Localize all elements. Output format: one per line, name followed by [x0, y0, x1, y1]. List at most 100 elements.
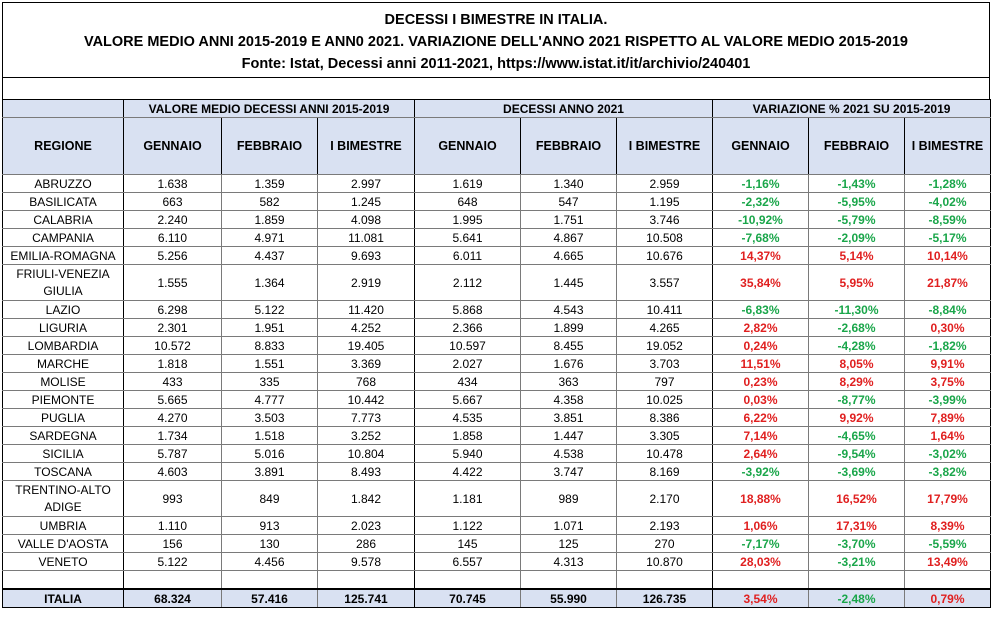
value-cell: 648 — [414, 192, 521, 211]
value-cell: 8.169 — [616, 462, 713, 481]
variation-cell: 3,54% — [712, 588, 809, 608]
value-cell: 1.445 — [520, 264, 617, 301]
value-cell: 1.551 — [221, 354, 318, 373]
value-cell: 1.364 — [221, 264, 318, 301]
value-cell: 2.193 — [616, 516, 713, 535]
value-cell: 3.891 — [221, 462, 318, 481]
table-row: EMILIA-ROMAGNA 5.256 4.437 9.693 6.011 4.665 1… — [2, 246, 992, 265]
variation-cell: -4,28% — [808, 336, 905, 355]
variation-cell: 28,03% — [712, 552, 809, 571]
value-cell: 849 — [221, 480, 318, 517]
variation-cell: 6,22% — [712, 408, 809, 427]
value-cell: 10.676 — [616, 246, 713, 265]
deaths-table: VALORE MEDIO DECESSI ANNI 2015-2019 DECE… — [2, 99, 992, 608]
column-header: I BIMESTRE — [903, 117, 992, 175]
empty-cell — [712, 570, 809, 590]
region-cell: TOSCANA — [2, 462, 124, 481]
value-cell: 663 — [123, 192, 222, 211]
variation-cell: -3,82% — [903, 462, 992, 481]
value-cell: 434 — [414, 372, 521, 391]
value-cell: 6.557 — [414, 552, 521, 571]
table-row: SICILIA 5.787 5.016 10.804 5.940 4.538 10.478 2… — [2, 444, 992, 463]
value-cell: 2.240 — [123, 210, 222, 229]
value-cell: 10.442 — [317, 390, 415, 409]
table-row: LIGURIA 2.301 1.951 4.252 2.366 1.899 4.265 2,8… — [2, 318, 992, 337]
variation-cell: 35,84% — [712, 264, 809, 301]
table-row: ABRUZZO 1.638 1.359 2.997 1.619 1.340 2.959 -1,… — [2, 174, 992, 193]
value-cell: 4.313 — [520, 552, 617, 571]
table-row: MARCHE 1.818 1.551 3.369 2.027 1.676 3.703 11,5… — [2, 354, 992, 373]
variation-cell: -2,32% — [712, 192, 809, 211]
value-cell: 913 — [221, 516, 318, 535]
variation-cell: -3,69% — [808, 462, 905, 481]
value-cell: 10.572 — [123, 336, 222, 355]
value-cell: 8.455 — [520, 336, 617, 355]
empty-cell — [520, 570, 617, 590]
value-cell: 126.735 — [616, 588, 713, 608]
variation-cell: -6,83% — [712, 300, 809, 319]
value-cell: 4.270 — [123, 408, 222, 427]
variation-cell: -8,77% — [808, 390, 905, 409]
value-cell: 11.420 — [317, 300, 415, 319]
table-row: PIEMONTE 5.665 4.777 10.442 5.667 4.358 10.025… — [2, 390, 992, 409]
value-cell: 5.256 — [123, 246, 222, 265]
column-header: GENNAIO — [123, 117, 222, 175]
variation-cell: -5,95% — [808, 192, 905, 211]
value-cell: 5.940 — [414, 444, 521, 463]
variation-cell: 0,30% — [903, 318, 992, 337]
value-cell: 10.508 — [616, 228, 713, 247]
value-cell: 125.741 — [317, 588, 415, 608]
value-cell: 10.478 — [616, 444, 713, 463]
table-row: LOMBARDIA 10.572 8.833 19.405 10.597 8.455 19.… — [2, 336, 992, 355]
value-cell: 1.359 — [221, 174, 318, 193]
value-cell: 9.578 — [317, 552, 415, 571]
variation-cell: 3,75% — [903, 372, 992, 391]
variation-cell: 0,03% — [712, 390, 809, 409]
group-header-row: VALORE MEDIO DECESSI ANNI 2015-2019 DECE… — [2, 99, 992, 118]
value-cell: 433 — [123, 372, 222, 391]
value-cell: 4.777 — [221, 390, 318, 409]
value-cell: 10.597 — [414, 336, 521, 355]
value-cell: 582 — [221, 192, 318, 211]
value-cell: 1.195 — [616, 192, 713, 211]
empty-cell — [317, 570, 415, 590]
value-cell: 547 — [520, 192, 617, 211]
table-row: CAMPANIA 6.110 4.971 11.081 5.641 4.867 10.508… — [2, 228, 992, 247]
value-cell: 3.557 — [616, 264, 713, 301]
value-cell: 3.369 — [317, 354, 415, 373]
value-cell: 2.027 — [414, 354, 521, 373]
empty-cell — [123, 570, 222, 590]
table-row: FRIULI-VENEZIA GIULIA 1.555 1.364 2.919 2.11… — [2, 264, 992, 301]
value-cell: 270 — [616, 534, 713, 553]
title-box: DECESSI I BIMESTRE IN ITALIA. VALORE MED… — [2, 2, 990, 78]
variation-cell: -5,59% — [903, 534, 992, 553]
variation-cell: 18,88% — [712, 480, 809, 517]
value-cell: 57.416 — [221, 588, 318, 608]
variation-cell: -3,21% — [808, 552, 905, 571]
table-row: MOLISE 433 335 768 434 363 797 0,23% 8,29% 3,75% — [2, 372, 992, 391]
variation-cell: -2,48% — [808, 588, 905, 608]
value-cell: 70.745 — [414, 588, 521, 608]
variation-cell: -4,65% — [808, 426, 905, 445]
value-cell: 1.842 — [317, 480, 415, 517]
value-cell: 10.411 — [616, 300, 713, 319]
value-cell: 19.052 — [616, 336, 713, 355]
value-cell: 1.122 — [414, 516, 521, 535]
variation-cell: -8,84% — [903, 300, 992, 319]
region-cell: TRENTINO-ALTO ADIGE — [2, 480, 124, 517]
variation-cell: 1,64% — [903, 426, 992, 445]
value-cell: 125 — [520, 534, 617, 553]
variation-cell: 11,51% — [712, 354, 809, 373]
value-cell: 5.868 — [414, 300, 521, 319]
value-cell: 4.535 — [414, 408, 521, 427]
region-cell: MOLISE — [2, 372, 124, 391]
variation-cell: 13,49% — [903, 552, 992, 571]
value-cell: 5.665 — [123, 390, 222, 409]
value-cell: 2.997 — [317, 174, 415, 193]
value-cell: 1.447 — [520, 426, 617, 445]
value-cell: 5.016 — [221, 444, 318, 463]
region-cell: LAZIO — [2, 300, 124, 319]
group-header-variation: VARIAZIONE % 2021 SU 2015-2019 — [711, 99, 992, 118]
value-cell: 4.252 — [317, 318, 415, 337]
value-cell: 4.265 — [616, 318, 713, 337]
